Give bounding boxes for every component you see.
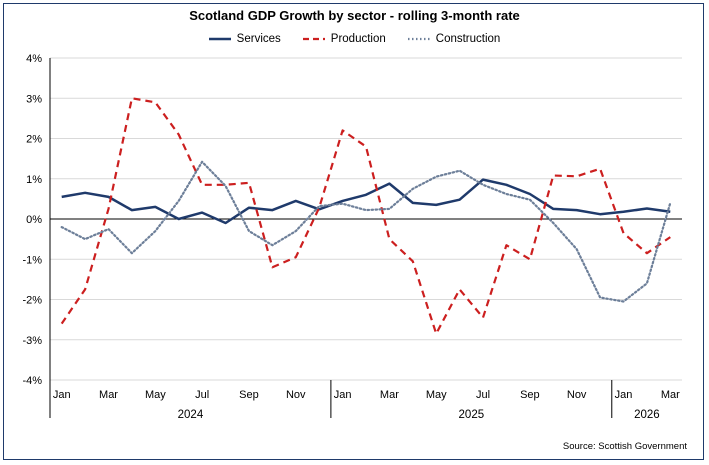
y-tick-label: -3% — [22, 335, 42, 347]
chart-title: Scotland GDP Growth by sector - rolling … — [189, 8, 520, 23]
x-tick-label: Sep — [239, 389, 259, 401]
y-tick-label: 0% — [26, 214, 42, 226]
legend-label-services: Services — [236, 33, 281, 45]
x-tick-label: Nov — [286, 389, 306, 401]
legend-item-construction[interactable]: Construction — [407, 33, 501, 45]
x-tick-label: Jul — [195, 389, 209, 401]
source-note: Source: Scottish Government — [562, 441, 687, 452]
chart-frame — [3, 3, 704, 460]
legend-item-production[interactable]: Production — [302, 33, 386, 45]
y-tick-label: 3% — [26, 93, 42, 105]
x-tick-label: Jan — [334, 389, 352, 401]
x-tick-label: May — [426, 389, 447, 401]
series-line-production — [60, 97, 671, 335]
x-tick-label: Jan — [53, 389, 71, 401]
year-label: 2025 — [459, 409, 485, 421]
y-tick-label: 4% — [26, 53, 42, 65]
x-tick-label: Nov — [567, 389, 587, 401]
y-tick-label: 2% — [26, 134, 42, 146]
x-tick-label: Jul — [476, 389, 490, 401]
chart-legend: Services Production Construction — [0, 33, 709, 45]
y-tick-label: -1% — [22, 254, 42, 266]
legend-label-construction: Construction — [435, 33, 501, 45]
series-line-services — [61, 178, 671, 225]
y-tick-label: -2% — [22, 295, 42, 307]
x-tick-label: Mar — [661, 389, 680, 401]
year-label: 2024 — [178, 409, 204, 421]
series-line-construction — [60, 160, 672, 303]
x-tick-label: Jan — [615, 389, 633, 401]
x-tick-label: Mar — [380, 389, 399, 401]
x-tick-label: May — [145, 389, 166, 401]
x-tick-label: Mar — [99, 389, 118, 401]
legend-label-production: Production — [330, 33, 386, 45]
legend-item-services[interactable]: Services — [208, 33, 281, 45]
year-label: 2026 — [634, 409, 660, 421]
y-tick-label: 1% — [26, 174, 42, 186]
x-tick-label: Sep — [520, 389, 540, 401]
y-tick-label: -4% — [22, 375, 42, 387]
